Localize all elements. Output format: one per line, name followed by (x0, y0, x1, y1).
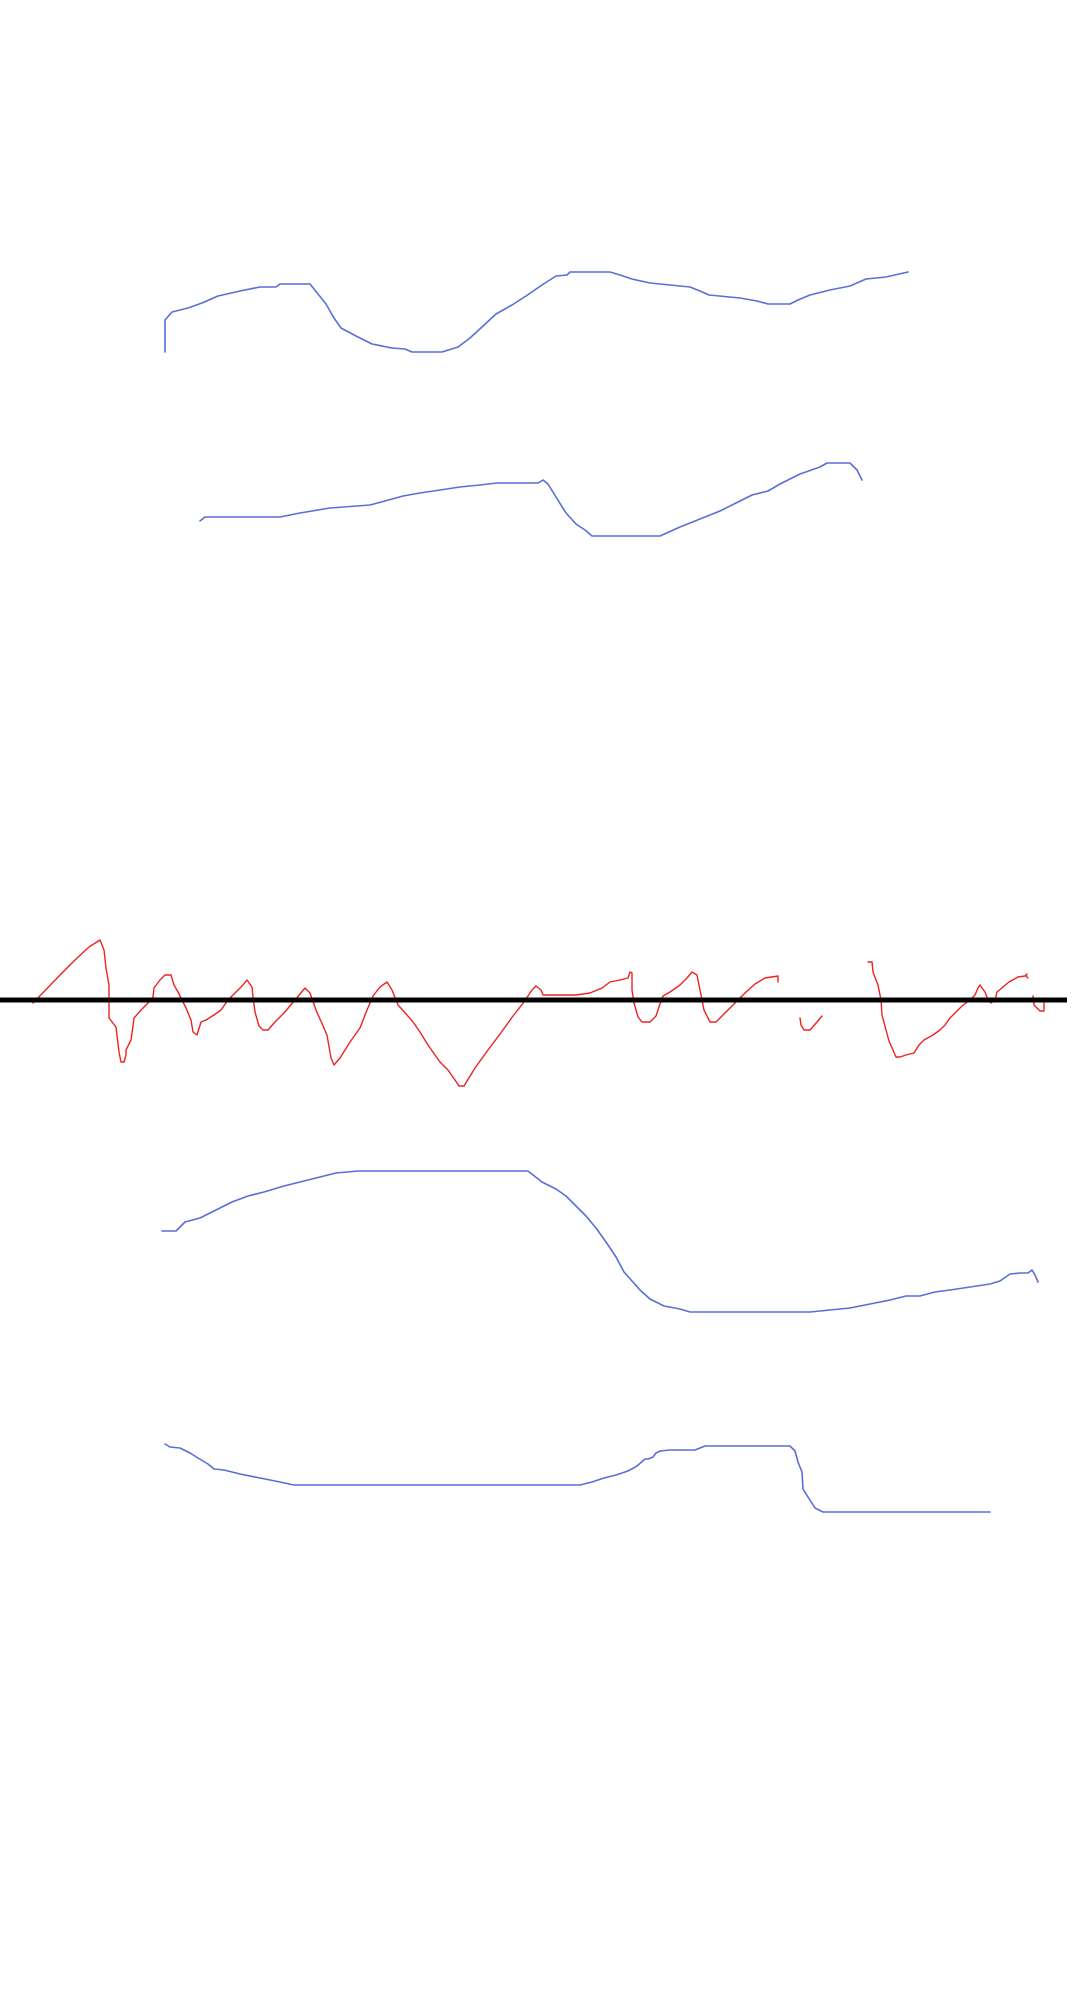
curve-3 (161, 1170, 1039, 1313)
curve-4 (164, 1443, 991, 1513)
curve-1 (164, 271, 909, 353)
red-signal-trace (32, 939, 779, 1087)
red-trace-fragment-1 (799, 1015, 823, 1031)
curve-2 (199, 462, 863, 537)
red-trace-segment-right (867, 961, 1029, 1058)
